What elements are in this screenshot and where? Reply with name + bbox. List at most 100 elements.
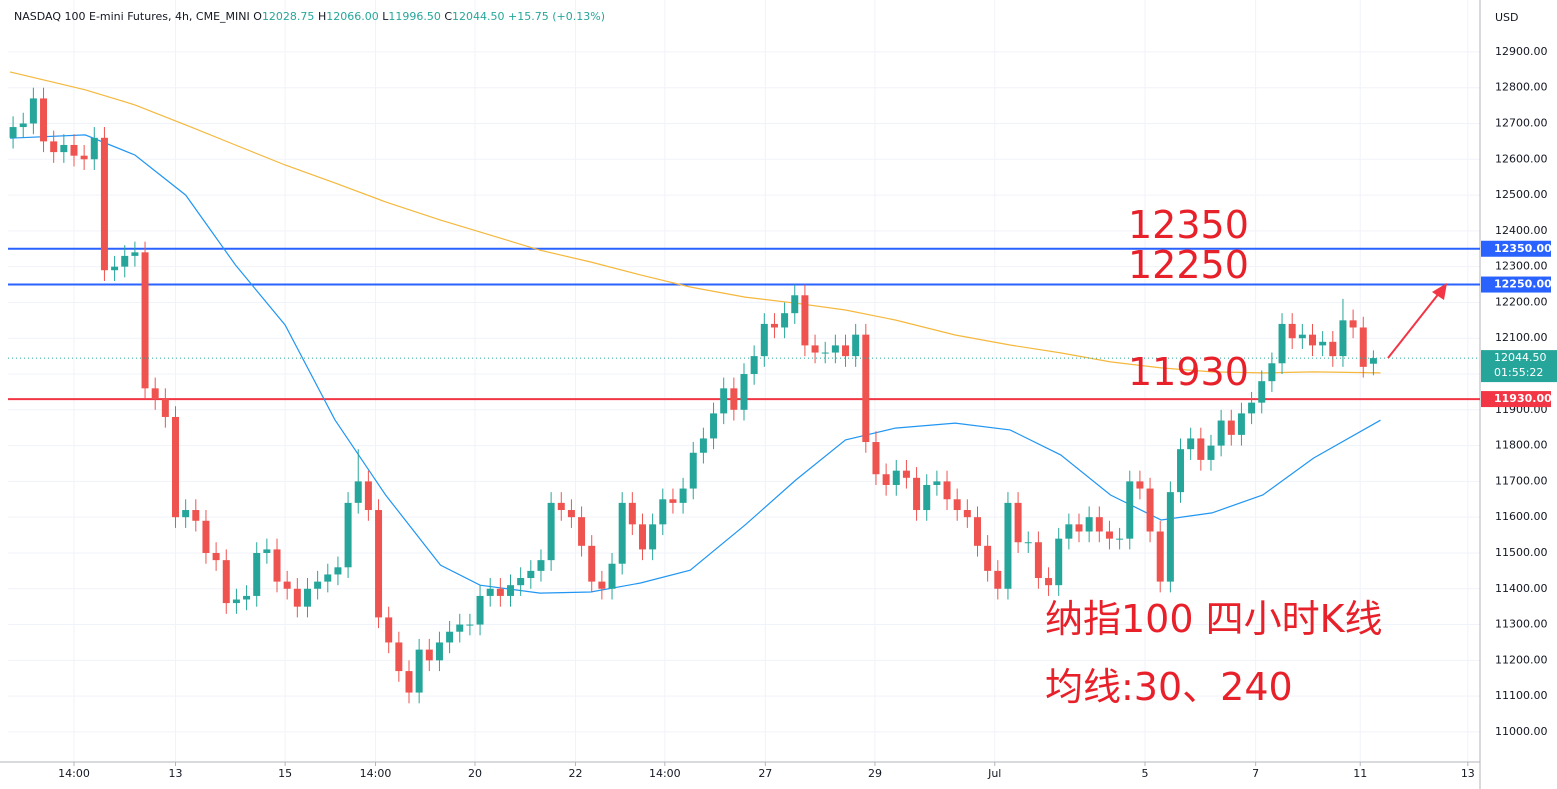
candle-body	[354, 481, 362, 503]
candle-body	[618, 502, 626, 564]
candle-body	[872, 442, 880, 475]
candle-body	[710, 413, 718, 439]
level-label-box	[1481, 276, 1551, 293]
y-tick-label: 11000.00	[1495, 725, 1548, 738]
candle-body	[1004, 502, 1012, 589]
candle-body	[1085, 517, 1093, 532]
candle-body	[852, 334, 860, 357]
annotation: 均线:30、240	[1045, 665, 1293, 709]
candle-body	[1187, 438, 1195, 450]
candle-body	[60, 144, 68, 153]
candle-body	[862, 334, 870, 443]
candle-body	[375, 510, 383, 618]
candle-body	[1146, 488, 1154, 532]
candle-body	[283, 581, 291, 589]
annotation: 11930	[1128, 350, 1249, 394]
y-tick-label: 12800.00	[1495, 81, 1548, 94]
candle-body	[1248, 402, 1256, 414]
legend-item: +15.75 (+0.13%)	[508, 10, 605, 23]
x-tick-label: 7	[1252, 767, 1259, 780]
candle-body	[476, 595, 484, 625]
candle-body	[527, 570, 535, 579]
candle-body	[364, 481, 372, 511]
candle-body	[973, 517, 981, 546]
x-tick-label: 5	[1141, 767, 1148, 780]
candle-body	[172, 416, 180, 518]
candle-body	[435, 642, 443, 661]
legend-item: O	[253, 10, 262, 23]
legend-item: L	[382, 10, 389, 23]
candle-body	[263, 549, 271, 553]
candle-body	[547, 502, 555, 561]
candle-body	[1034, 542, 1042, 579]
last-price-label: 12044.50	[1494, 351, 1547, 364]
candle-body	[781, 313, 789, 328]
candle-body	[486, 588, 494, 596]
candle-body	[405, 671, 413, 693]
x-tick-label: 27	[758, 767, 772, 780]
candle-body	[963, 510, 971, 518]
annotation: 12350	[1128, 203, 1249, 247]
candle-body	[496, 588, 504, 596]
candle-body	[842, 345, 850, 357]
candle-body	[801, 295, 809, 346]
candle-body	[517, 578, 525, 586]
candle-body	[111, 266, 119, 271]
candle-body	[730, 388, 738, 410]
candle-body	[456, 624, 464, 632]
level-label: 11930.00	[1494, 392, 1552, 405]
candle-body	[740, 374, 748, 410]
y-tick-label: 12300.00	[1495, 260, 1548, 273]
candle-body	[1278, 323, 1286, 364]
candle-body	[1136, 481, 1144, 489]
candle-body	[314, 581, 322, 589]
candle-body	[902, 470, 910, 478]
candle-body	[831, 345, 839, 353]
candle-body	[151, 388, 159, 400]
y-tick-label: 11600.00	[1495, 510, 1548, 523]
candle-body	[659, 499, 667, 525]
candle-body	[202, 520, 210, 553]
candle-body	[1156, 531, 1164, 582]
candle-body	[1258, 381, 1266, 403]
candle-body	[1359, 327, 1367, 367]
candle-body	[1055, 538, 1063, 586]
candle-body	[1227, 420, 1235, 435]
candle-body	[1116, 538, 1124, 540]
candle-body	[293, 588, 301, 607]
candle-body	[567, 510, 575, 518]
candle-body	[943, 481, 951, 500]
y-tick-label: 12600.00	[1495, 152, 1548, 165]
candle-body	[1126, 481, 1134, 539]
candle-body	[1075, 524, 1083, 532]
candle-body	[121, 255, 129, 267]
candle-body	[1024, 542, 1032, 544]
candle-body	[669, 499, 677, 503]
y-tick-label: 12900.00	[1495, 45, 1548, 58]
currency: USD	[1495, 11, 1519, 24]
candle-body	[1369, 358, 1377, 364]
candle-body	[994, 570, 1002, 589]
candle-body	[984, 545, 992, 571]
x-tick-label: 11	[1353, 767, 1367, 780]
legend-item: 12028.75	[262, 10, 315, 23]
x-tick-label: 22	[568, 767, 582, 780]
candle-body	[9, 127, 17, 138]
candle-body	[933, 481, 941, 485]
candle-body	[557, 502, 565, 511]
candle-body	[141, 252, 149, 389]
legend-item: 12044.50	[452, 10, 505, 23]
candle-body	[720, 388, 728, 414]
annotation: 12250	[1128, 243, 1249, 287]
x-tick-label: 14:00	[649, 767, 681, 780]
candle-body	[90, 137, 98, 160]
candle-body	[395, 642, 403, 672]
candle-body	[791, 295, 799, 314]
legend-item: NASDAQ 100 E-mini Futures, 4h, CME_MINI	[14, 10, 250, 23]
candle-body	[466, 624, 474, 626]
candle-body	[40, 98, 48, 142]
candle-body	[882, 474, 890, 485]
candle-body	[70, 144, 78, 156]
arrow-head	[1432, 283, 1447, 300]
